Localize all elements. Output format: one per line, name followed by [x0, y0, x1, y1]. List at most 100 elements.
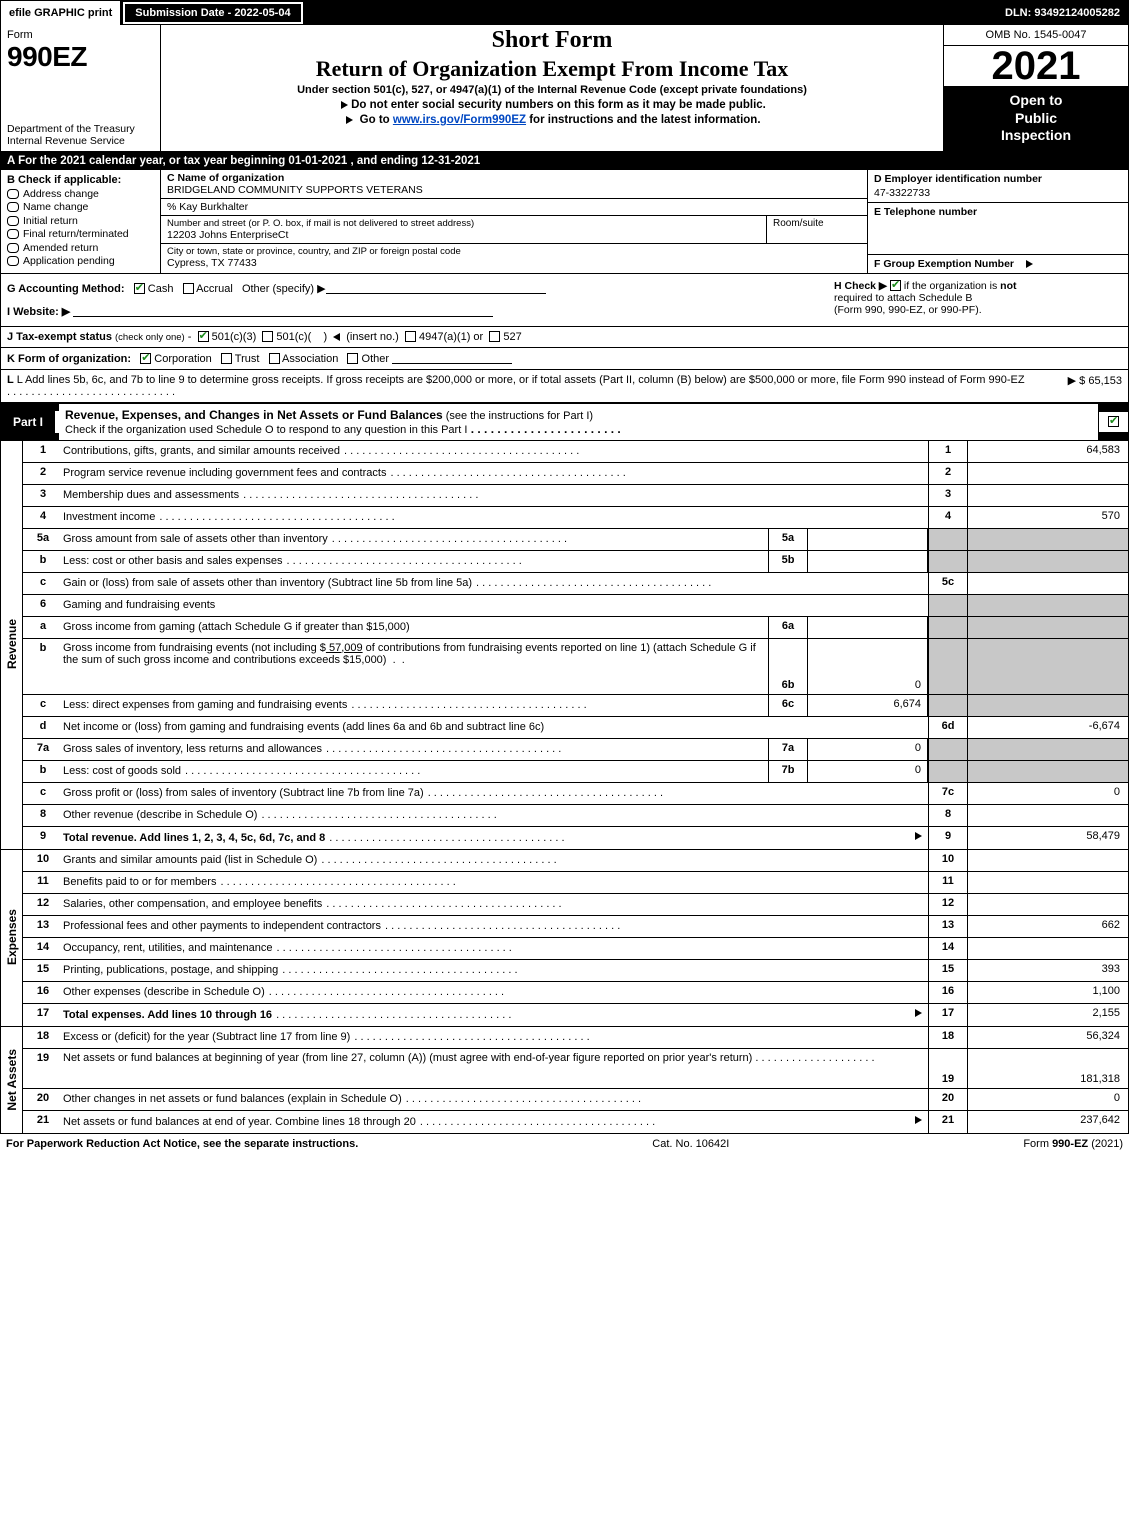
- line-refnum: 10: [928, 850, 968, 871]
- opt-application-pending[interactable]: Application pending: [7, 255, 154, 267]
- line-desc: Grants and similar amounts paid (list in…: [63, 854, 317, 866]
- line-desc: Other changes in net assets or fund bala…: [63, 1093, 402, 1105]
- checkbox-icon[interactable]: [7, 216, 19, 226]
- line-refnum: 11: [928, 872, 968, 893]
- checkbox-icon[interactable]: [7, 243, 19, 253]
- inner-value: 6,674: [808, 695, 928, 716]
- association-checkbox[interactable]: [269, 353, 280, 364]
- line-desc: Less: cost or other basis and sales expe…: [63, 555, 283, 567]
- line-desc: Other revenue (describe in Schedule O): [63, 809, 257, 821]
- line-num: 8: [23, 805, 63, 826]
- line-2: 2 Program service revenue including gove…: [23, 463, 1128, 485]
- line-value: 58,479: [968, 827, 1128, 849]
- accrual-checkbox[interactable]: [183, 283, 194, 294]
- group-exemption-block: F Group Exemption Number: [868, 254, 1128, 273]
- dept-treasury: Department of the Treasury: [7, 123, 154, 135]
- line-value: [968, 894, 1128, 915]
- arrow-icon: [341, 101, 348, 109]
- line-num: 10: [23, 850, 63, 871]
- line-16: 16Other expenses (describe in Schedule O…: [23, 982, 1128, 1004]
- checkbox-icon[interactable]: [7, 189, 19, 199]
- arrow-icon: [915, 1116, 922, 1124]
- line-desc: Membership dues and assessments: [63, 489, 239, 501]
- line-num: c: [23, 783, 63, 804]
- inner-value: 0: [808, 639, 928, 694]
- header-left: Form 990EZ Department of the Treasury In…: [1, 25, 161, 151]
- opt-final-return[interactable]: Final return/terminated: [7, 228, 154, 240]
- ein-value: 47-3322733: [874, 187, 1122, 199]
- line-value: [968, 573, 1128, 594]
- line-20: 20Other changes in net assets or fund ba…: [23, 1089, 1128, 1111]
- revenue-section: Revenue 1 Contributions, gifts, grants, …: [1, 441, 1128, 850]
- line-3: 3 Membership dues and assessments 3: [23, 485, 1128, 507]
- line-desc: Net assets or fund balances at end of ye…: [63, 1116, 416, 1128]
- line-10: 10Grants and similar amounts paid (list …: [23, 850, 1128, 872]
- other-org-checkbox[interactable]: [347, 353, 358, 364]
- group-exemption-label: F Group Exemption Number: [874, 258, 1014, 270]
- line-desc: Program service revenue including govern…: [63, 467, 386, 479]
- line-num: 18: [23, 1027, 63, 1048]
- line-num: 21: [23, 1111, 63, 1133]
- corporation-checkbox[interactable]: [140, 353, 151, 364]
- room-suite-label: Room/suite: [773, 218, 861, 229]
- line-num: a: [23, 617, 63, 638]
- opt-address-change[interactable]: Address change: [7, 188, 154, 200]
- line-desc: Professional fees and other payments to …: [63, 920, 381, 932]
- arrow-left-icon: [333, 333, 340, 341]
- l-gross-receipts: L L Add lines 5b, 6c, and 7b to line 9 t…: [1, 370, 1128, 403]
- open-line-3: Inspection: [948, 127, 1124, 145]
- line-6c: c Less: direct expenses from gaming and …: [23, 695, 1128, 717]
- 527-checkbox[interactable]: [489, 331, 500, 342]
- 501c3-checkbox[interactable]: [198, 331, 209, 342]
- line-value: 393: [968, 960, 1128, 981]
- checkbox-icon[interactable]: [7, 256, 19, 266]
- opt-label: Amended return: [23, 242, 98, 254]
- schedule-o-checkbox[interactable]: [1108, 416, 1119, 427]
- inner-refnum: 5a: [768, 529, 808, 550]
- ein-label: D Employer identification number: [874, 173, 1122, 185]
- line-num: 17: [23, 1004, 63, 1026]
- shaded-cell: [968, 639, 1128, 694]
- line-desc: Net income or (loss) from gaming and fun…: [63, 721, 544, 733]
- cash-checkbox[interactable]: [134, 283, 145, 294]
- inner-value: [808, 617, 928, 638]
- opt-amended-return[interactable]: Amended return: [7, 242, 154, 254]
- ein-block: D Employer identification number 47-3322…: [868, 170, 1128, 203]
- line-desc: Gross profit or (loss) from sales of inv…: [63, 787, 424, 799]
- line-num: 2: [23, 463, 63, 484]
- line-value: 64,583: [968, 441, 1128, 462]
- line-num: 1: [23, 441, 63, 462]
- checkbox-icon[interactable]: [7, 202, 19, 212]
- line-7c: c Gross profit or (loss) from sales of i…: [23, 783, 1128, 805]
- col-c-org-info: C Name of organization BRIDGELAND COMMUN…: [161, 170, 868, 273]
- shaded-cell: [968, 761, 1128, 782]
- line-num: 20: [23, 1089, 63, 1110]
- opt-initial-return[interactable]: Initial return: [7, 215, 154, 227]
- trust-checkbox[interactable]: [221, 353, 232, 364]
- checkbox-icon[interactable]: [7, 229, 19, 239]
- line-desc-part1: Gross income from fundraising events (no…: [63, 642, 326, 654]
- part-1-label: Part I: [1, 411, 59, 433]
- schedule-b-checkbox[interactable]: [890, 280, 901, 291]
- irs-link[interactable]: www.irs.gov/Form990EZ: [393, 114, 526, 126]
- 4947-checkbox[interactable]: [405, 331, 416, 342]
- line-refnum: 3: [928, 485, 968, 506]
- h-text2: required to attach Schedule B: [834, 292, 972, 304]
- opt-name-change[interactable]: Name change: [7, 201, 154, 213]
- part-1-sub: Check if the organization used Schedule …: [65, 424, 467, 436]
- line-9: 9 Total revenue. Add lines 1, 2, 3, 4, 5…: [23, 827, 1128, 849]
- shaded-cell: [968, 739, 1128, 760]
- shaded-cell: [928, 617, 968, 638]
- header-center: Short Form Return of Organization Exempt…: [161, 25, 943, 151]
- line-18: 18Excess or (deficit) for the year (Subt…: [23, 1027, 1128, 1049]
- accrual-label: Accrual: [196, 283, 233, 295]
- 501c-checkbox[interactable]: [262, 331, 273, 342]
- header-subtitle: Under section 501(c), 527, or 4947(a)(1)…: [167, 84, 937, 96]
- line-num: 16: [23, 982, 63, 1003]
- schedule-b-check: H Check ▶ if the organization is not req…: [828, 274, 1128, 326]
- line-desc: Printing, publications, postage, and shi…: [63, 964, 278, 976]
- website-blank: [73, 305, 493, 317]
- line-15: 15Printing, publications, postage, and s…: [23, 960, 1128, 982]
- line-value: 237,642: [968, 1111, 1128, 1133]
- line-refnum: 21: [928, 1111, 968, 1133]
